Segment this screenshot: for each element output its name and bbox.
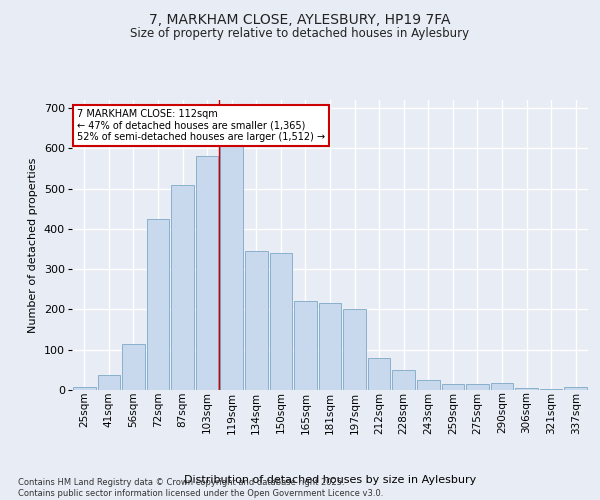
Bar: [122, 344, 145, 390]
Bar: [565, 387, 587, 390]
Bar: [417, 380, 440, 390]
Bar: [368, 358, 391, 390]
Bar: [491, 383, 514, 390]
Text: 7, MARKHAM CLOSE, AYLESBURY, HP19 7FA: 7, MARKHAM CLOSE, AYLESBURY, HP19 7FA: [149, 12, 451, 26]
Bar: [515, 388, 538, 390]
Bar: [392, 370, 415, 390]
Bar: [294, 302, 317, 390]
Y-axis label: Number of detached properties: Number of detached properties: [28, 158, 38, 332]
Text: Contains HM Land Registry data © Crown copyright and database right 2025.
Contai: Contains HM Land Registry data © Crown c…: [18, 478, 383, 498]
Bar: [146, 219, 169, 390]
Bar: [171, 184, 194, 390]
Bar: [319, 304, 341, 390]
Bar: [245, 251, 268, 390]
Bar: [98, 374, 120, 390]
Bar: [220, 140, 243, 390]
Text: 7 MARKHAM CLOSE: 112sqm
← 47% of detached houses are smaller (1,365)
52% of semi: 7 MARKHAM CLOSE: 112sqm ← 47% of detache…: [77, 108, 325, 142]
Bar: [442, 384, 464, 390]
Text: Size of property relative to detached houses in Aylesbury: Size of property relative to detached ho…: [130, 28, 470, 40]
Bar: [343, 310, 366, 390]
Bar: [466, 384, 489, 390]
X-axis label: Distribution of detached houses by size in Aylesbury: Distribution of detached houses by size …: [184, 475, 476, 485]
Bar: [540, 389, 562, 390]
Bar: [196, 156, 218, 390]
Bar: [73, 387, 95, 390]
Bar: [269, 253, 292, 390]
